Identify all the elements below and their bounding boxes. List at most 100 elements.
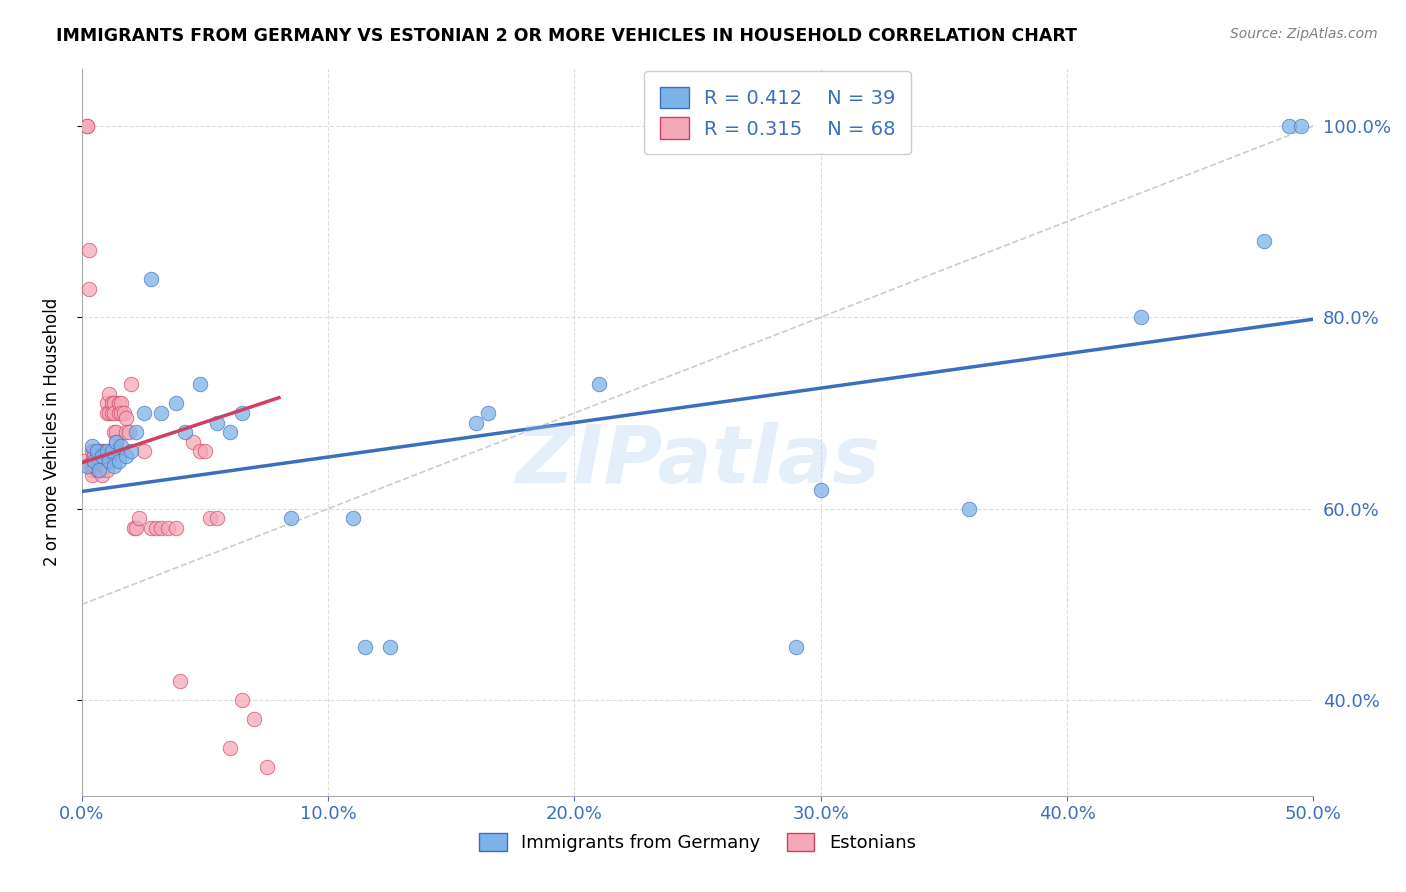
Point (90, 468, 112, 483)
Point (145, 521, 167, 535)
Point (122, 521, 145, 535)
Point (98, 406, 121, 420)
Point (80, 444, 103, 458)
Point (80, 468, 103, 483)
Point (957, 501, 980, 516)
Point (188, 377, 211, 392)
Point (86, 444, 108, 458)
Point (118, 425, 141, 439)
Point (110, 440, 132, 454)
Text: Source: ZipAtlas.com: Source: ZipAtlas.com (1230, 27, 1378, 41)
Point (103, 406, 125, 420)
Point (108, 454, 131, 468)
Point (207, 511, 229, 525)
Point (198, 511, 221, 525)
Point (96, 396, 118, 410)
Point (105, 444, 128, 458)
Point (79, 244, 101, 258)
Point (280, 511, 302, 525)
Point (207, 416, 229, 430)
Point (73, 454, 96, 468)
Point (76, 119, 98, 133)
Point (108, 396, 131, 410)
Point (157, 521, 180, 535)
Point (149, 406, 172, 420)
Point (96, 444, 118, 458)
Point (165, 396, 187, 410)
Point (125, 425, 148, 439)
Text: ZIPatlas: ZIPatlas (515, 422, 880, 500)
Point (89, 444, 111, 458)
Point (80, 440, 103, 454)
Point (477, 406, 499, 420)
Point (90, 454, 112, 468)
Point (98, 454, 121, 468)
Point (105, 434, 128, 449)
Point (90, 463, 112, 477)
Point (103, 425, 125, 439)
Point (120, 444, 142, 458)
Point (93, 458, 115, 473)
Point (785, 640, 807, 655)
Point (76, 119, 98, 133)
Point (378, 640, 401, 655)
Point (89, 463, 111, 477)
Point (1289, 119, 1312, 133)
Point (218, 740, 240, 755)
Point (100, 444, 122, 458)
Point (103, 396, 125, 410)
Point (96, 406, 118, 420)
Point (181, 434, 204, 449)
Point (90, 449, 112, 463)
Point (89, 463, 111, 477)
Point (810, 483, 832, 497)
Point (188, 444, 211, 458)
Point (110, 396, 132, 410)
Point (112, 406, 135, 420)
Point (115, 425, 138, 439)
Point (115, 410, 138, 425)
Point (465, 416, 488, 430)
Point (93, 444, 115, 458)
Point (83, 458, 105, 473)
Point (132, 406, 155, 420)
Y-axis label: 2 or more Vehicles in Household: 2 or more Vehicles in Household (44, 298, 60, 566)
Point (354, 640, 377, 655)
Point (256, 760, 278, 774)
Point (105, 425, 128, 439)
Point (231, 693, 253, 707)
Point (96, 463, 118, 477)
Point (86, 463, 108, 477)
Point (115, 449, 138, 463)
Point (76, 458, 98, 473)
Point (80, 454, 103, 468)
Point (139, 521, 162, 535)
Point (100, 396, 122, 410)
Point (83, 449, 105, 463)
Point (96, 444, 118, 458)
Point (79, 282, 101, 296)
Point (149, 521, 172, 535)
Point (120, 377, 142, 392)
Point (588, 377, 610, 392)
Point (1278, 119, 1301, 133)
Point (139, 272, 162, 286)
Point (83, 444, 105, 458)
Point (125, 521, 148, 535)
Point (110, 406, 132, 420)
Point (128, 511, 150, 525)
Point (100, 406, 122, 420)
Point (165, 521, 187, 535)
Point (169, 673, 191, 688)
Point (83, 454, 105, 468)
Point (1253, 234, 1275, 248)
Point (231, 406, 253, 420)
Point (89, 454, 111, 468)
Point (86, 454, 108, 468)
Legend: R = 0.412    N = 39, R = 0.315    N = 68: R = 0.412 N = 39, R = 0.315 N = 68 (644, 71, 911, 154)
Point (108, 406, 131, 420)
Point (80, 463, 103, 477)
Point (218, 425, 240, 439)
Text: IMMIGRANTS FROM GERMANY VS ESTONIAN 2 OR MORE VEHICLES IN HOUSEHOLD CORRELATION : IMMIGRANTS FROM GERMANY VS ESTONIAN 2 OR… (56, 27, 1077, 45)
Point (174, 425, 197, 439)
